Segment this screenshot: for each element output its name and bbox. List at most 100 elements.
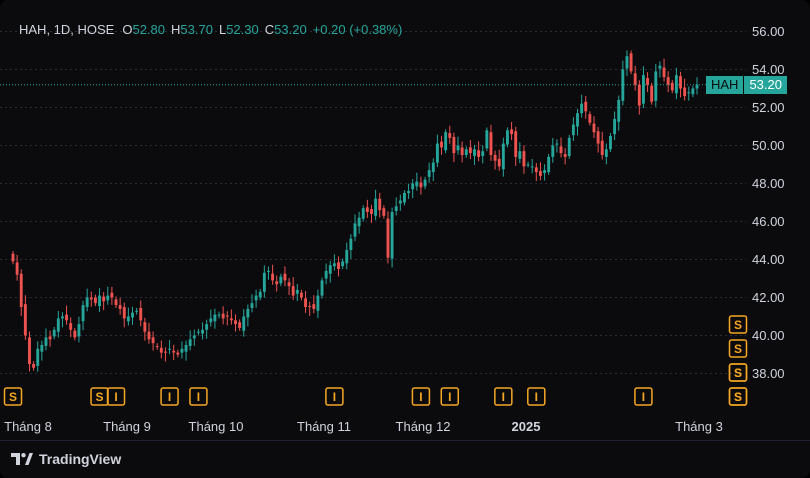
candle-body <box>341 261 345 267</box>
candle-body <box>403 193 406 203</box>
candle-body <box>547 156 551 173</box>
signal-marker: S <box>3 387 23 406</box>
y-tick-label: 40.00 <box>752 328 785 343</box>
candle-body <box>563 154 567 157</box>
candle-body <box>332 263 336 267</box>
signal-marker: S <box>728 363 748 382</box>
signal-marker-box <box>411 387 431 406</box>
signal-marker-label: I <box>448 390 451 404</box>
candle-body <box>159 347 163 353</box>
candle-body <box>48 336 52 340</box>
candle-body <box>77 324 81 337</box>
candle-body <box>431 162 435 173</box>
signal-marker-label: S <box>734 366 742 380</box>
candle-body <box>365 207 369 212</box>
candle-body <box>477 150 481 157</box>
candle-body <box>646 78 649 85</box>
candle-body <box>295 289 299 294</box>
candle-body <box>221 313 225 319</box>
candle-body <box>40 345 44 352</box>
candle-body <box>229 318 233 321</box>
candle-body <box>592 123 596 133</box>
candle-body <box>596 131 600 144</box>
candle-body <box>518 151 522 159</box>
candle-body <box>234 320 237 325</box>
candle-body <box>683 87 687 97</box>
candle-body <box>11 253 15 262</box>
x-tick-label: Tháng 9 <box>103 419 151 434</box>
candle-body <box>448 133 452 138</box>
candle-body <box>493 155 497 161</box>
candle-body <box>361 208 365 219</box>
y-tick-label: 46.00 <box>752 214 785 229</box>
signal-marker: S <box>728 387 748 406</box>
legend-open-label: O <box>122 22 133 37</box>
candle-body <box>267 270 270 272</box>
candles <box>11 50 699 372</box>
candle-body <box>258 291 262 298</box>
signal-marker: I <box>634 387 653 406</box>
candle-body <box>246 308 250 318</box>
legend-open-value: 52.80 <box>132 22 166 37</box>
candle-body <box>73 330 77 338</box>
candle-body <box>679 76 682 89</box>
signal-marker-box <box>189 387 208 406</box>
signal-marker-box <box>728 387 748 406</box>
signal-marker-box <box>106 387 126 406</box>
candle-body <box>374 198 378 216</box>
candle-body <box>650 85 654 102</box>
signal-marker: S <box>728 339 748 358</box>
signal-marker-box <box>160 387 179 406</box>
candle-body <box>510 129 514 135</box>
axes: 38.00 40.00 42.00 44.00 46.00 48.00 50.00 52.00… <box>4 24 784 434</box>
candle-body <box>102 296 106 302</box>
candle-body <box>114 299 118 306</box>
candle-body <box>225 315 229 317</box>
candle-body <box>378 198 382 211</box>
candle-body <box>353 223 357 237</box>
candle-body <box>131 312 134 318</box>
signal-marker: I <box>106 387 126 406</box>
candle-body <box>126 316 130 322</box>
y-tick-label: 54.00 <box>752 62 785 77</box>
signal-marker: I <box>527 387 546 406</box>
candle-body <box>506 130 509 145</box>
candle-body <box>32 364 36 368</box>
tradingview-name: TradingView <box>39 451 122 467</box>
candle-body <box>147 331 151 340</box>
x-tick-label: Tháng 11 <box>297 419 351 434</box>
candle-body <box>600 140 604 155</box>
y-tick-label: 56.00 <box>752 24 785 39</box>
tradingview-logo[interactable]: TradingView <box>11 451 121 467</box>
candle-body <box>637 84 641 106</box>
candle-body <box>382 208 386 216</box>
candle-body <box>81 305 85 322</box>
candle-body <box>188 339 192 346</box>
candle-body <box>122 307 126 319</box>
candle-body <box>254 295 258 301</box>
y-tick-label: 44.00 <box>752 252 785 267</box>
candle-body <box>85 297 89 307</box>
candle-body <box>604 149 608 157</box>
legend-high-value: 53.70 <box>180 22 213 37</box>
candle-body <box>415 181 419 187</box>
candle-body <box>110 292 114 298</box>
price-tag-symbol: HAH <box>706 76 744 94</box>
signal-marker-box <box>494 387 513 406</box>
candle-body <box>337 262 340 269</box>
candle-body <box>497 158 501 167</box>
signal-marker-label: I <box>642 390 645 404</box>
candle-body <box>217 314 221 316</box>
x-tick-label: 2025 <box>512 419 541 434</box>
signal-marker-box <box>634 387 653 406</box>
candle-body <box>543 170 546 174</box>
candle-body <box>576 113 579 127</box>
signal-marker-box <box>728 363 748 382</box>
candle-body <box>238 322 242 328</box>
legend-close-label: C <box>264 22 275 37</box>
candle-body <box>205 324 209 330</box>
candle-body <box>89 297 93 300</box>
candle-body <box>196 331 200 333</box>
